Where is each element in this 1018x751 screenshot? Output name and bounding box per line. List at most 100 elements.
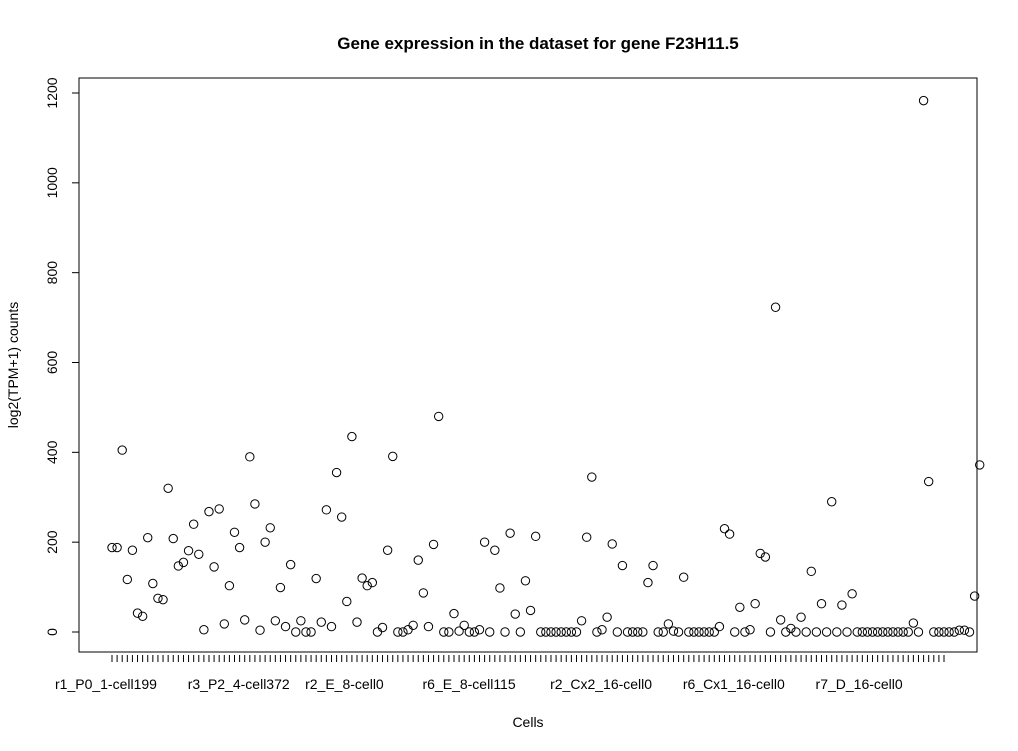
data-point bbox=[612, 627, 623, 637]
data-point bbox=[837, 600, 847, 610]
data-point bbox=[204, 506, 214, 517]
data-point bbox=[719, 523, 730, 534]
data-point bbox=[704, 627, 714, 637]
data-point bbox=[423, 621, 434, 632]
data-point bbox=[694, 627, 704, 637]
data-point bbox=[444, 627, 454, 637]
data-point bbox=[194, 549, 204, 559]
data-point bbox=[587, 472, 597, 482]
data-point bbox=[255, 625, 265, 635]
data-point bbox=[811, 627, 822, 637]
data-point bbox=[500, 627, 510, 637]
data-point bbox=[240, 615, 250, 625]
data-point bbox=[505, 528, 515, 538]
data-point bbox=[188, 519, 199, 529]
x-tick-label: r2_Cx2_16-cell0 bbox=[550, 676, 652, 692]
data-point bbox=[285, 559, 296, 570]
data-point bbox=[398, 627, 408, 637]
data-point bbox=[832, 627, 842, 637]
data-point bbox=[464, 627, 475, 637]
data-point bbox=[454, 626, 464, 636]
x-tick-label: r1_P0_1-cell199 bbox=[55, 676, 157, 692]
y-axis-label: log2(TPM+1) counts bbox=[5, 302, 21, 428]
data-point bbox=[607, 539, 617, 549]
data-point bbox=[107, 542, 117, 553]
data-point bbox=[449, 608, 459, 619]
data-point bbox=[571, 627, 582, 637]
data-point bbox=[684, 627, 694, 637]
data-point bbox=[862, 627, 873, 637]
data-point bbox=[388, 451, 398, 462]
data-point bbox=[459, 620, 469, 630]
data-point bbox=[801, 627, 811, 637]
data-point bbox=[852, 627, 862, 637]
data-point bbox=[229, 527, 240, 537]
data-point bbox=[122, 574, 133, 585]
data-point bbox=[143, 532, 153, 543]
data-point bbox=[888, 627, 898, 637]
data-point bbox=[929, 627, 939, 637]
data-point bbox=[173, 561, 184, 571]
data-point bbox=[786, 623, 796, 634]
data-point bbox=[918, 95, 929, 106]
data-point bbox=[474, 625, 485, 635]
data-points bbox=[107, 95, 985, 637]
data-point bbox=[643, 577, 653, 588]
data-point bbox=[219, 619, 229, 629]
data-point bbox=[796, 612, 806, 622]
data-point bbox=[178, 557, 189, 568]
data-point bbox=[740, 627, 750, 637]
data-point bbox=[418, 588, 429, 598]
data-point bbox=[342, 596, 352, 607]
data-point bbox=[495, 583, 505, 593]
data-point bbox=[893, 627, 903, 637]
data-point bbox=[709, 627, 720, 637]
data-point bbox=[153, 593, 163, 604]
data-point bbox=[530, 531, 541, 542]
data-point bbox=[898, 627, 908, 637]
data-point bbox=[566, 627, 577, 637]
data-point bbox=[791, 627, 801, 637]
data-point bbox=[678, 572, 689, 582]
data-point bbox=[581, 532, 592, 542]
data-point bbox=[260, 537, 270, 547]
data-point bbox=[954, 625, 965, 635]
data-point bbox=[347, 431, 357, 442]
data-point bbox=[199, 625, 209, 635]
data-point bbox=[939, 627, 949, 637]
data-point bbox=[827, 497, 837, 507]
y-tick-label: 800 bbox=[44, 261, 60, 285]
data-point bbox=[775, 615, 786, 625]
data-point bbox=[867, 627, 878, 637]
chart-title: Gene expression in the dataset for gene … bbox=[337, 34, 739, 53]
data-point bbox=[382, 545, 393, 555]
data-point bbox=[413, 555, 423, 565]
data-point bbox=[112, 542, 122, 553]
data-point bbox=[556, 627, 566, 637]
y-tick-label: 1200 bbox=[44, 77, 60, 108]
x-axis-label: Cells bbox=[512, 714, 543, 730]
x-tick-label: r6_E_8-cell115 bbox=[423, 676, 516, 692]
data-point bbox=[520, 576, 531, 586]
data-point bbox=[158, 594, 168, 605]
data-point bbox=[479, 537, 490, 547]
data-point bbox=[857, 627, 868, 637]
data-point bbox=[627, 627, 638, 637]
data-point bbox=[949, 627, 959, 637]
data-point bbox=[214, 504, 224, 514]
data-point bbox=[847, 589, 857, 599]
x-tick-label: r2_E_8-cell0 bbox=[305, 676, 384, 692]
data-point bbox=[730, 627, 740, 637]
data-point bbox=[745, 625, 755, 635]
data-point bbox=[408, 620, 418, 630]
data-point bbox=[934, 627, 944, 637]
data-point bbox=[561, 627, 571, 637]
data-point bbox=[270, 616, 281, 626]
data-point bbox=[622, 627, 633, 637]
data-point bbox=[163, 483, 173, 493]
data-point bbox=[490, 545, 500, 555]
data-point bbox=[183, 546, 194, 556]
data-point bbox=[964, 627, 975, 637]
data-point bbox=[816, 599, 827, 609]
x-tick-label: r6_Cx1_16-cell0 bbox=[683, 676, 785, 692]
